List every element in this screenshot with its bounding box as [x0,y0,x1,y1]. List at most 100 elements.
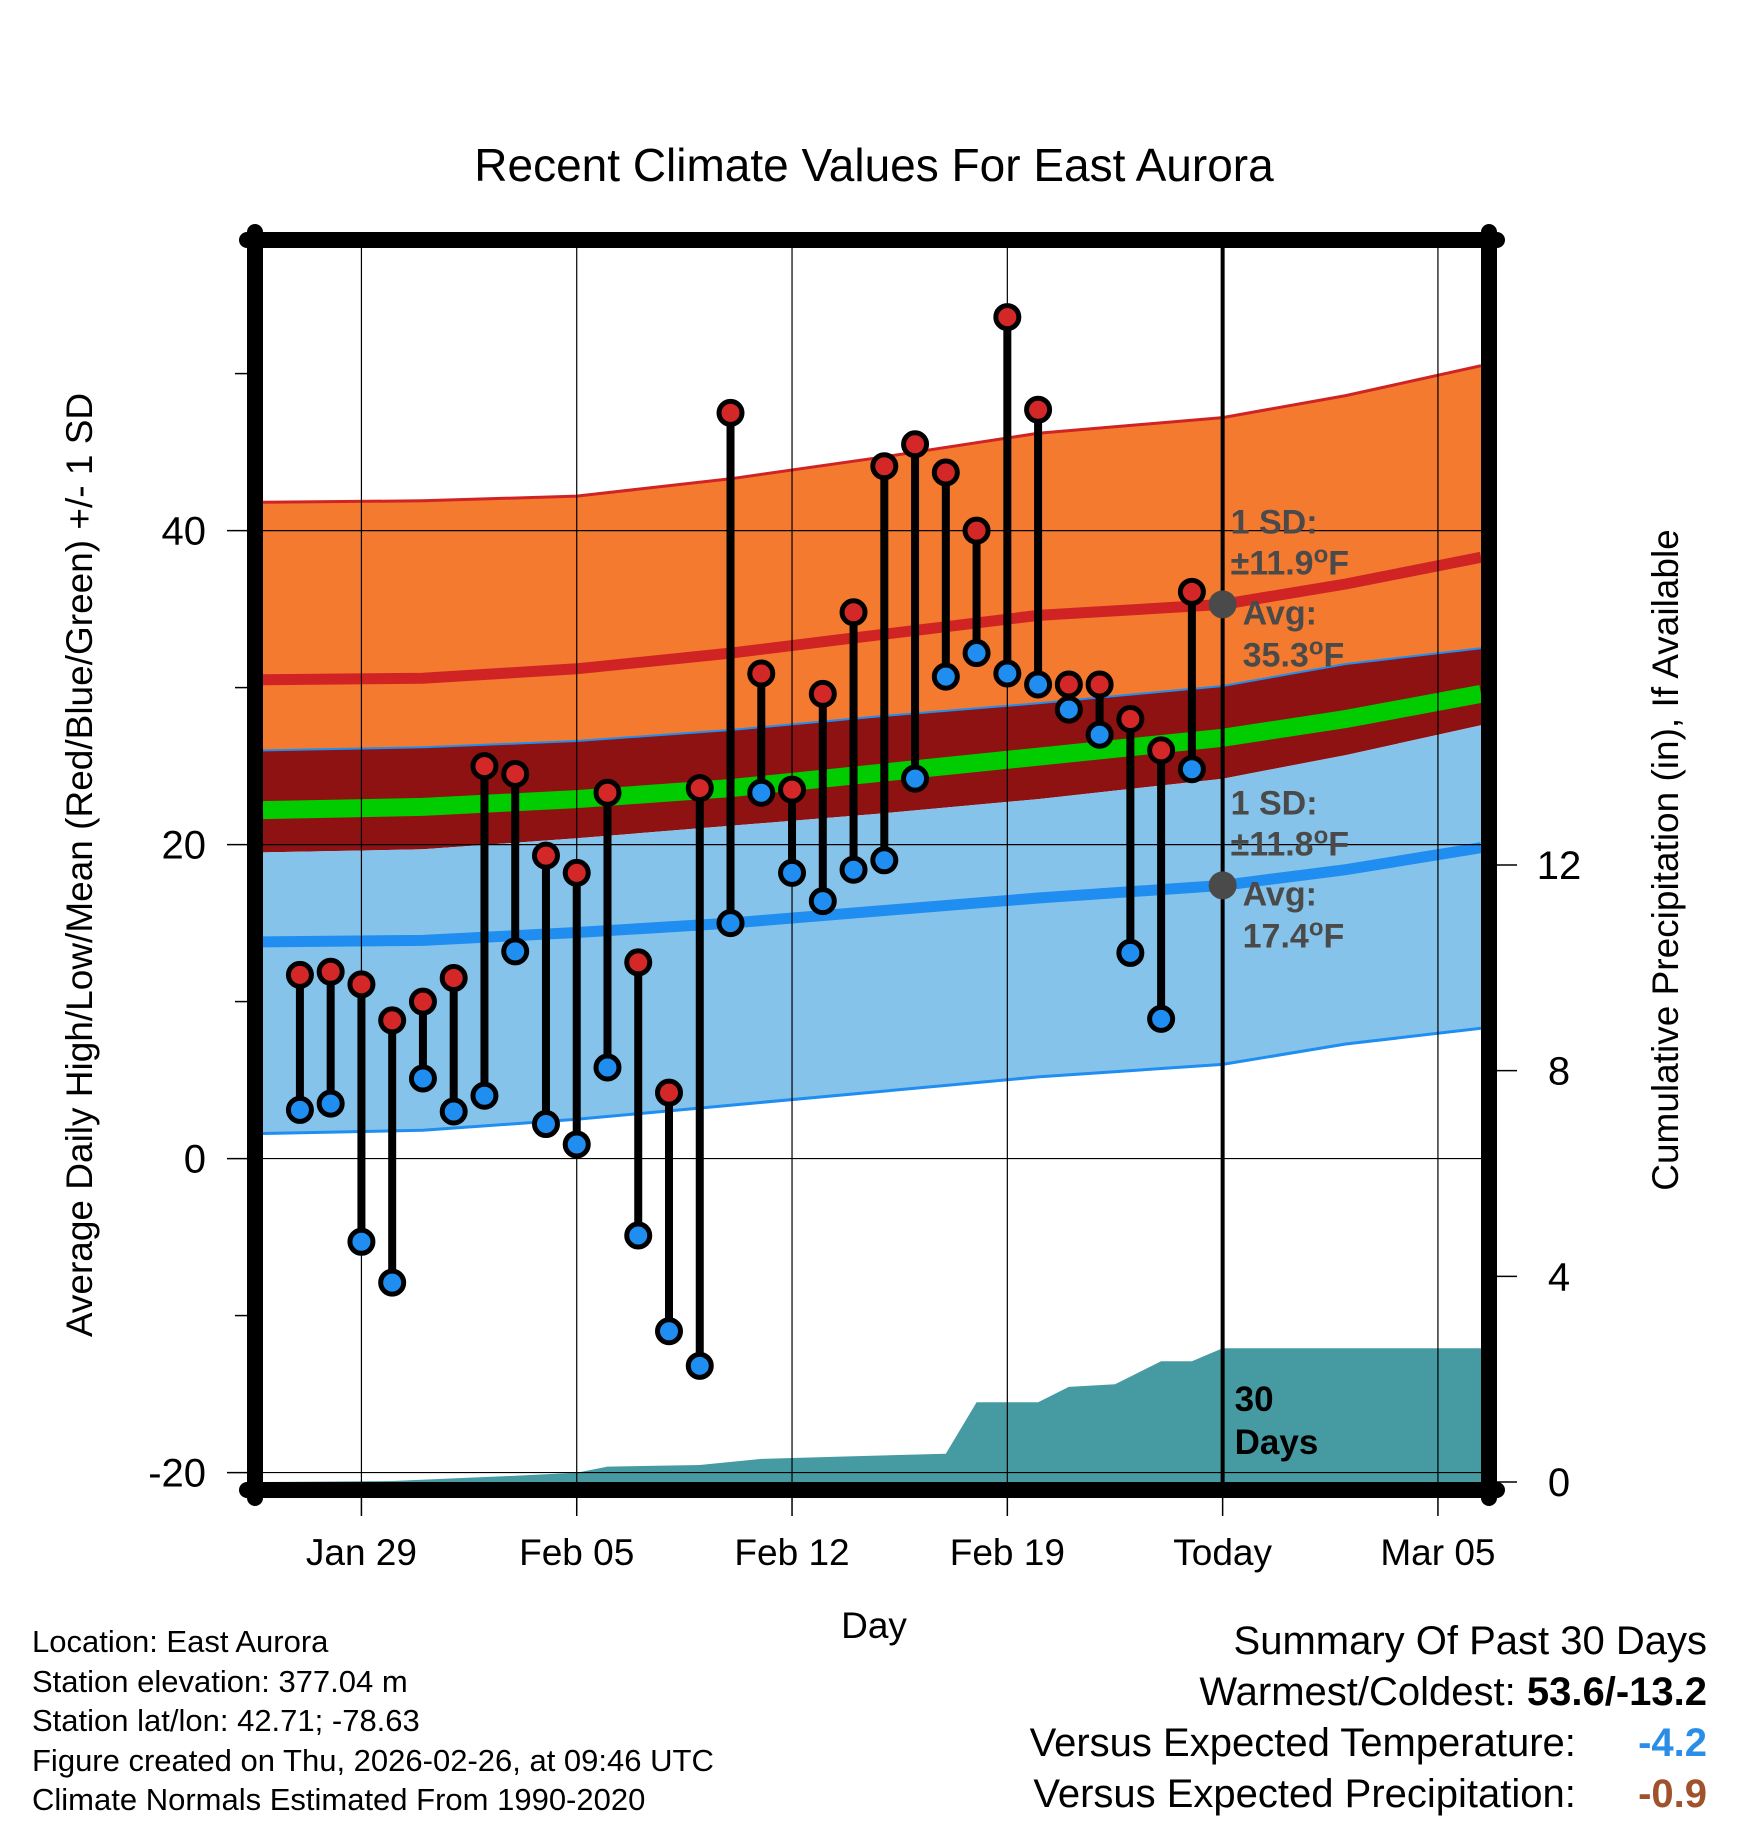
obs-low-point [778,858,807,887]
obs-low-point [1024,670,1053,699]
obs-low-point [439,1097,468,1126]
precip-row: Versus Expected Precipitation: -0.9 [1030,1769,1707,1820]
temp-label: Versus Expected Temperature: [1029,1721,1576,1765]
high-avg-number: 35.3 [1243,636,1309,674]
elevation-text: Station elevation: 377.04 m [32,1663,408,1699]
obs-low-point [593,1053,622,1082]
obs-low-point [501,937,530,966]
obs-low-point [1116,938,1145,967]
obs-high-point [1054,670,1083,699]
low-avg-number: 17.4 [1243,917,1309,955]
x-tick-label: Feb 12 [734,1532,849,1573]
today-low-normal-marker [1208,871,1237,900]
obs-low-point [747,778,776,807]
obs-high-point [408,987,437,1016]
degree-mark: o [1314,541,1329,568]
obs-low-point [1147,1004,1176,1033]
normals-text: Climate Normals Estimated From 1990-2020 [32,1782,646,1817]
unit-mark: F [1328,544,1349,582]
obs-low-point [470,1081,499,1110]
obs-low-point [931,662,960,691]
obs-high-point [624,948,653,977]
obs-high-point [1116,704,1145,733]
obs-high-point [593,778,622,807]
normal-low-line [263,842,1481,948]
precip-label: Versus Expected Precipitation: [1033,1772,1576,1816]
warm-cold-label: Warmest/Coldest: [1199,1670,1516,1714]
y-tick-label: 40 [162,510,207,554]
unit-mark: F [1328,825,1349,863]
obs-high-point [778,775,807,804]
obs-low-point [993,659,1022,688]
low-avg-label: Avg: [1243,875,1317,913]
unit-mark: F [1323,917,1344,955]
obs-low-point [316,1089,345,1118]
low-avg-label-text: Avg: [1243,875,1317,913]
high-sd-label-text: 1 SD: [1231,503,1318,541]
obs-high-point [378,1006,407,1035]
obs-low-point [347,1227,376,1256]
obs-high-point [747,659,776,688]
high-sd-label: 1 SD: [1231,503,1318,541]
obs-high-point [1177,577,1206,606]
low-sd-label: 1 SD: [1231,784,1318,822]
low-avg-value: 17.4oF [1243,914,1345,955]
obs-high-point [1085,670,1114,699]
low-sd-number: ±11.8 [1231,825,1314,863]
obs-high-point [716,398,745,427]
x-tick-label: Mar 05 [1380,1532,1495,1573]
degree-mark: o [1309,914,1324,941]
days-label-line2: Days [1235,1423,1319,1462]
obs-high-point [285,960,314,989]
obs-high-point [531,841,560,870]
y2-tick-label: 0 [1548,1461,1570,1505]
obs-high-point [685,774,714,803]
latlon-text: Station lat/lon: 42.71; -78.63 [32,1703,420,1738]
temp-value: -4.2 [1638,1721,1707,1765]
obs-low-point [1085,720,1114,749]
obs-high-point [316,957,345,986]
x-tick-label: Jan 29 [306,1532,417,1573]
obs-low-point [870,846,899,875]
obs-high-point [470,752,499,781]
precip-area [263,1348,1481,1482]
obs-high-point [501,759,530,788]
obs-high-point [993,303,1022,332]
station-info: Location: East Aurora Station elevation:… [32,1622,714,1820]
obs-low-point [624,1221,653,1250]
y-tick-label: 20 [162,824,207,868]
precip-value: -0.9 [1638,1772,1707,1816]
y-tick-label: 0 [184,1138,206,1182]
obs-low-point [1177,755,1206,784]
x-tick-label: Feb 05 [519,1532,634,1573]
obs-high-point [655,1078,683,1107]
high-avg-label-text: Avg: [1243,594,1317,632]
x-tick-label: Feb 19 [950,1532,1065,1573]
low-sd-value: ±11.8oF [1231,822,1349,863]
obs-low-point [531,1110,560,1139]
obs-low-point [562,1130,591,1159]
obs-low-point [285,1095,314,1124]
low-lower-edge [263,1026,1481,1135]
obs-low-point [655,1317,683,1346]
y2-axis-label: Cumulative Precipitation (in), If Availa… [1645,529,1686,1191]
obs-high-point [347,970,376,999]
obs-high-point [439,964,468,993]
today-high-normal-marker [1208,590,1237,619]
chart-title: Recent Climate Values For East Aurora [474,139,1274,191]
obs-low-point [839,855,868,884]
obs-high-point [962,516,991,545]
obs-low-point [408,1064,437,1093]
obs-low-point [378,1268,407,1297]
obs-high-point [808,679,837,708]
y2-tick-label: 4 [1548,1255,1570,1299]
high-sd-number: ±11.9 [1231,544,1314,582]
high-avg-label: Avg: [1243,594,1317,632]
obs-high-point [562,858,591,887]
warm-cold-value: 53.6/-13.2 [1526,1670,1707,1714]
high-sd-band [263,365,1481,751]
y-axis-label: Average Daily High/Low/Mean (Red/Blue/Gr… [59,393,100,1337]
obs-low-point [716,909,745,938]
